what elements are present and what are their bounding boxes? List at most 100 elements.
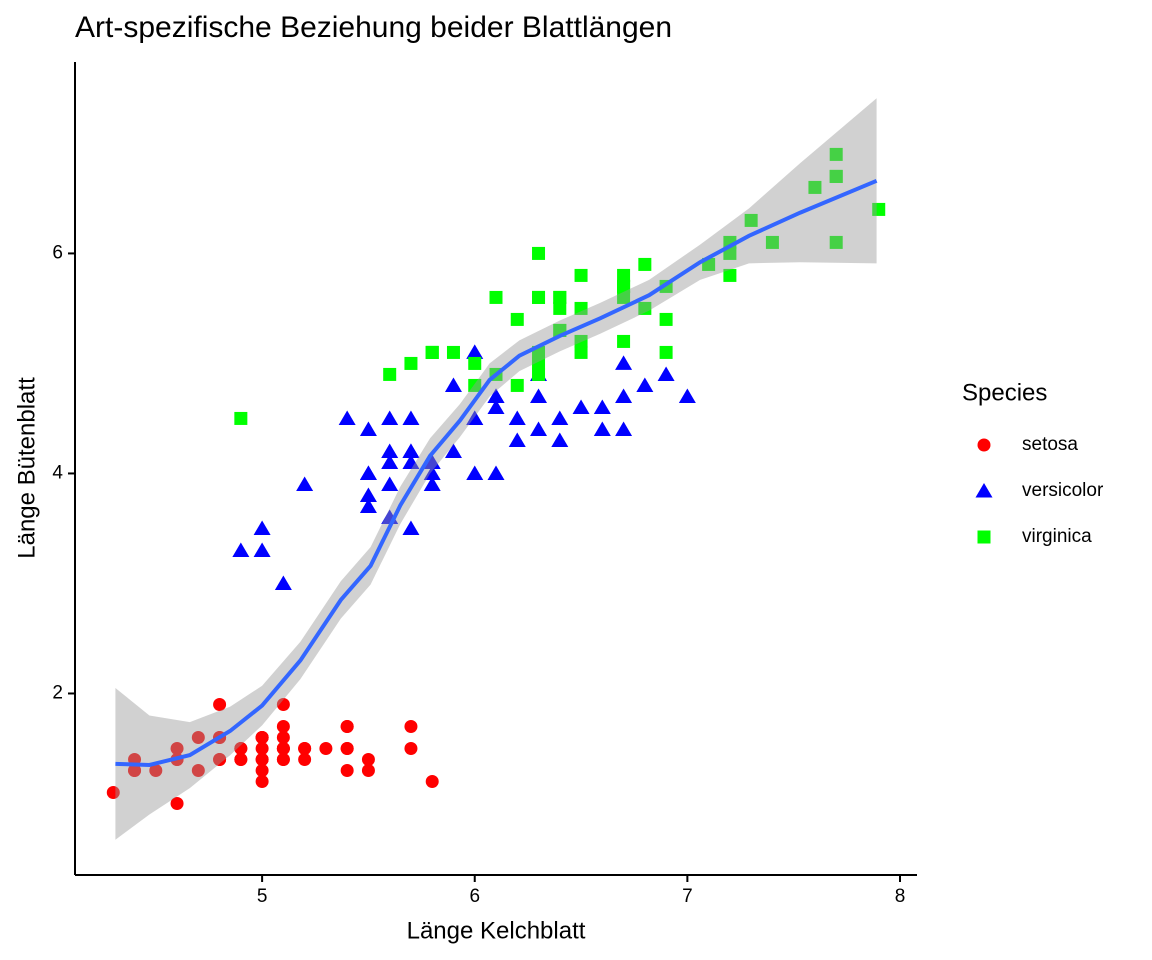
point: [298, 752, 312, 766]
point: [508, 410, 526, 425]
point: [829, 235, 843, 249]
point: [444, 443, 462, 458]
point: [404, 719, 418, 733]
point: [170, 796, 184, 810]
point: [234, 741, 248, 755]
point: [617, 290, 631, 304]
point: [678, 388, 696, 403]
x-tick-label: 8: [895, 886, 906, 907]
point: [508, 432, 526, 447]
point: [551, 410, 569, 425]
point: [255, 752, 269, 766]
point: [657, 366, 675, 381]
point: [636, 377, 654, 392]
point: [234, 752, 248, 766]
point: [423, 454, 441, 469]
point: [723, 268, 737, 282]
point: [532, 367, 546, 381]
smooth-line: [115, 178, 878, 767]
point: [744, 213, 758, 227]
point: [128, 763, 142, 777]
point: [149, 763, 163, 777]
point: [574, 334, 588, 348]
point: [638, 257, 652, 271]
point: [425, 345, 439, 359]
point: [617, 334, 631, 348]
point: [659, 312, 673, 326]
point: [532, 246, 546, 260]
point: [489, 290, 503, 304]
point: [361, 763, 375, 777]
point: [574, 345, 588, 359]
point: [617, 268, 631, 282]
point: [319, 741, 333, 755]
point: [276, 719, 290, 733]
point: [572, 399, 590, 414]
point: [255, 730, 269, 744]
point: [872, 202, 886, 216]
point: [276, 741, 290, 755]
point: [532, 356, 546, 370]
point: [402, 520, 420, 535]
legend-key: [977, 438, 991, 452]
point: [191, 730, 205, 744]
point: [617, 279, 631, 293]
point: [253, 542, 271, 557]
point: [276, 730, 290, 744]
point: [298, 741, 312, 755]
point: [404, 741, 418, 755]
point: [593, 399, 611, 414]
point: [381, 454, 399, 469]
x-tick-label: 5: [257, 886, 268, 907]
point: [340, 719, 354, 733]
point: [340, 741, 354, 755]
point: [255, 741, 269, 755]
point: [468, 356, 482, 370]
x-tick-label: 6: [469, 886, 480, 907]
point: [615, 355, 633, 370]
point: [274, 575, 292, 590]
point: [383, 367, 397, 381]
point: [253, 520, 271, 535]
point: [423, 465, 441, 480]
point: [381, 476, 399, 491]
point: [446, 345, 460, 359]
point: [359, 421, 377, 436]
point: [359, 487, 377, 502]
point: [296, 476, 314, 491]
point: [510, 312, 524, 326]
legend-key: [975, 483, 993, 498]
y-tick-label: 4: [52, 462, 63, 483]
point: [574, 268, 588, 282]
point: [361, 752, 375, 766]
x-tick-label: 7: [682, 886, 693, 907]
point: [234, 411, 248, 425]
point: [466, 410, 484, 425]
point: [574, 301, 588, 315]
point: [402, 410, 420, 425]
point: [423, 476, 441, 491]
point: [106, 785, 120, 799]
point: [255, 774, 269, 788]
point: [553, 290, 567, 304]
y-tick-label: 6: [52, 242, 63, 263]
point: [404, 356, 418, 370]
legend-key: [977, 530, 991, 544]
point: [255, 763, 269, 777]
point: [510, 378, 524, 392]
point: [276, 697, 290, 711]
point: [487, 399, 505, 414]
point: [765, 235, 779, 249]
point: [659, 345, 673, 359]
point: [638, 301, 652, 315]
point: [466, 465, 484, 480]
point: [444, 377, 462, 392]
chart-title: Art-spezifische Beziehung beider Blattlä…: [75, 11, 672, 44]
point: [487, 465, 505, 480]
x-axis-title: Länge Kelchblatt: [407, 917, 586, 944]
point: [402, 443, 420, 458]
point: [340, 763, 354, 777]
legend-title: Species: [962, 379, 1047, 406]
legend-label: versicolor: [1022, 480, 1104, 501]
